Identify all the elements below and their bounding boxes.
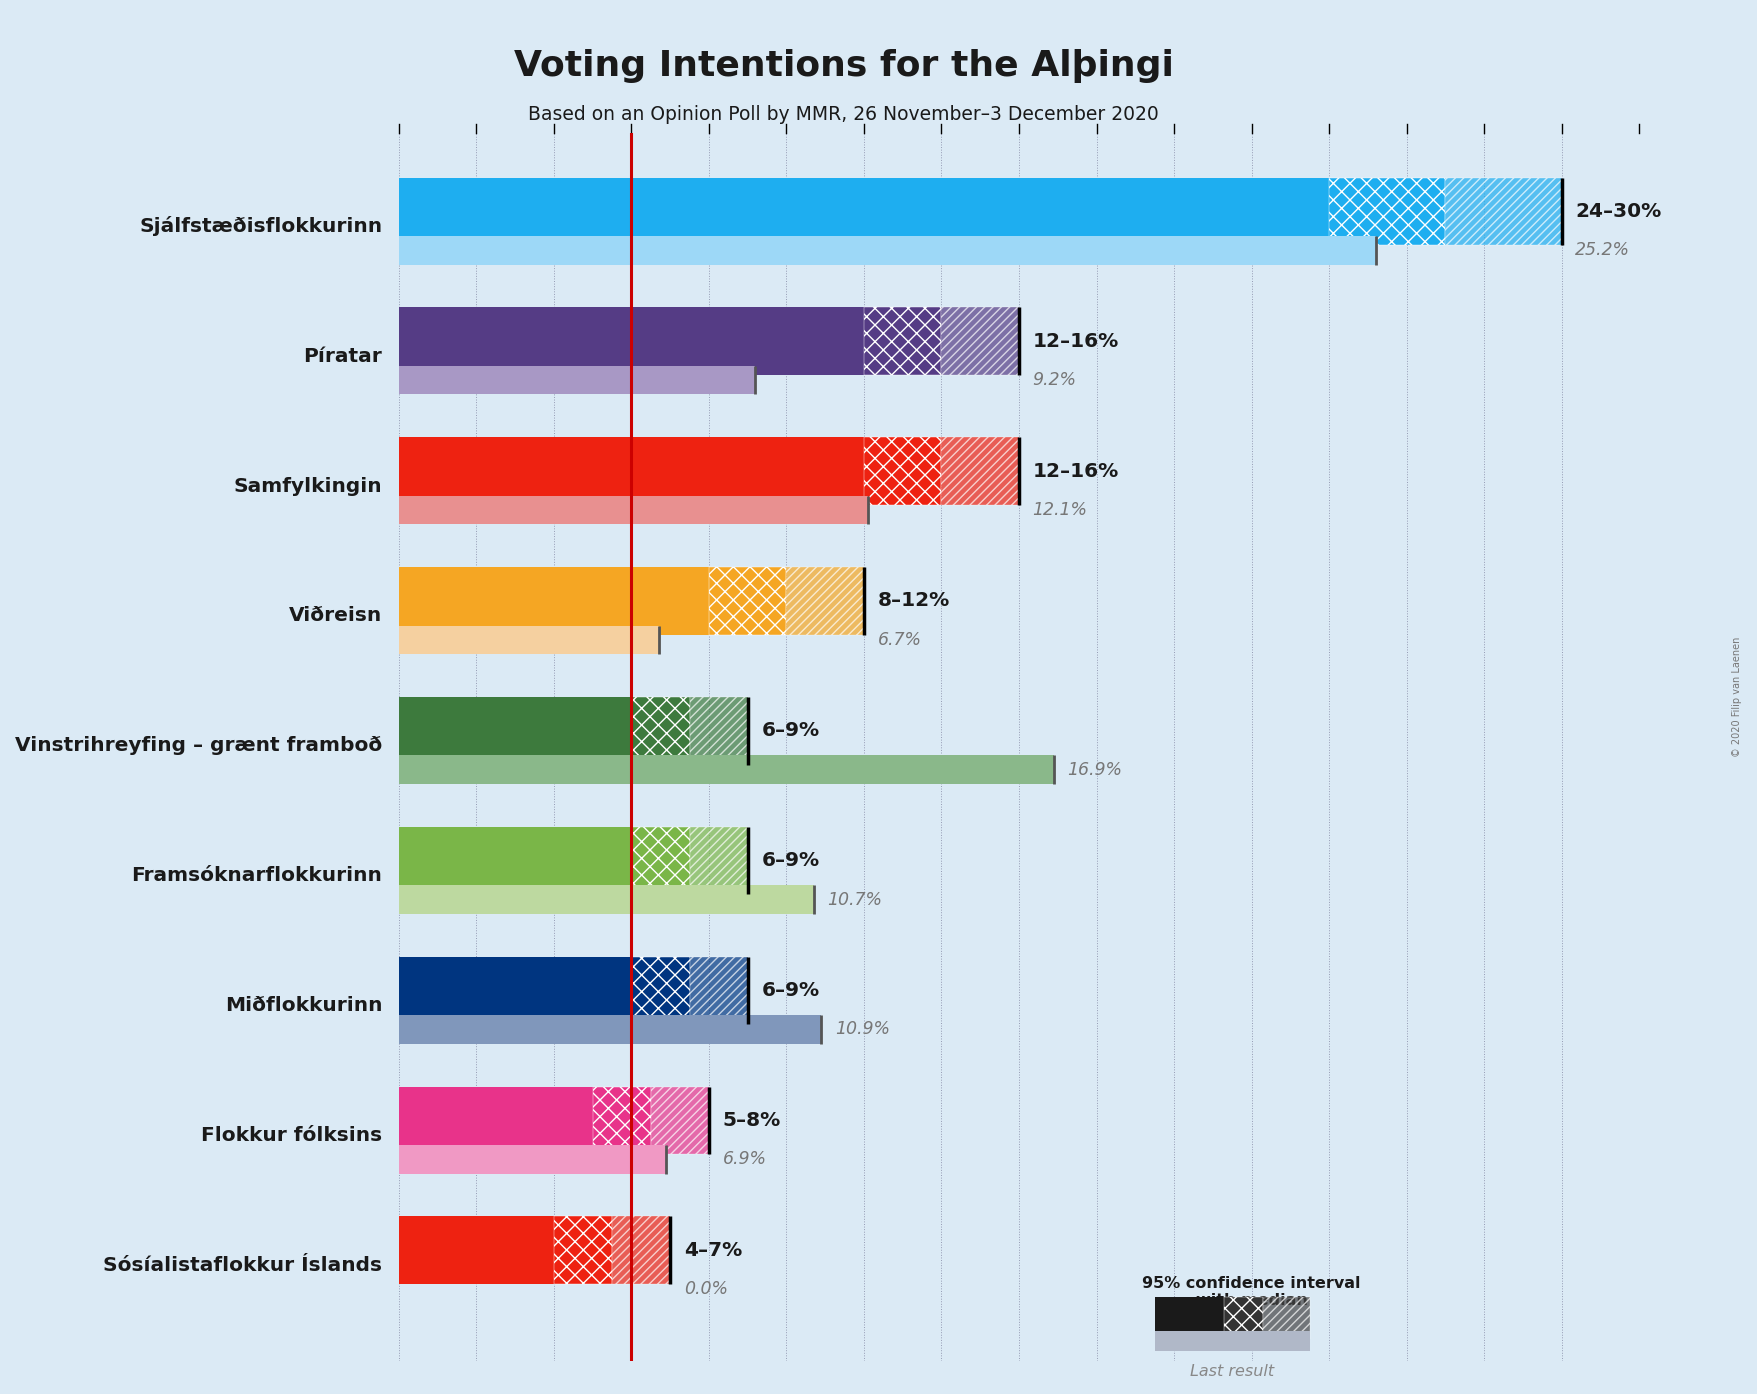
Bar: [592, 1086, 650, 1154]
Text: 8–12%: 8–12%: [877, 591, 949, 611]
Text: 6–9%: 6–9%: [761, 721, 819, 740]
Text: Based on an Opinion Poll by MMR, 26 November–3 December 2020: Based on an Opinion Poll by MMR, 26 Nove…: [529, 105, 1158, 124]
Text: 9.2%: 9.2%: [1031, 371, 1075, 389]
Bar: [399, 438, 863, 505]
Bar: [399, 626, 659, 654]
Text: 12.1%: 12.1%: [1031, 500, 1088, 519]
Text: 6.7%: 6.7%: [877, 631, 921, 650]
Bar: [689, 827, 747, 895]
Text: 5–8%: 5–8%: [722, 1111, 780, 1131]
Text: 12–16%: 12–16%: [1031, 332, 1117, 351]
Bar: [399, 756, 1052, 783]
Bar: [399, 1086, 592, 1154]
Text: 25.2%: 25.2%: [1574, 241, 1629, 259]
Text: © 2020 Filip van Laenen: © 2020 Filip van Laenen: [1731, 637, 1741, 757]
Text: 16.9%: 16.9%: [1066, 761, 1121, 779]
Bar: [399, 1015, 821, 1044]
Bar: [399, 177, 1328, 245]
Bar: [785, 567, 863, 634]
Bar: [689, 697, 747, 764]
Bar: [399, 496, 868, 524]
Bar: [942, 438, 1019, 505]
Text: 6–9%: 6–9%: [761, 981, 819, 999]
Bar: [399, 827, 631, 895]
Text: 10.7%: 10.7%: [828, 891, 882, 909]
Bar: [863, 438, 942, 505]
Bar: [399, 697, 631, 764]
Bar: [1328, 177, 1444, 245]
Text: 10.9%: 10.9%: [835, 1020, 889, 1039]
Text: 95% confidence interval
with median: 95% confidence interval with median: [1142, 1276, 1360, 1308]
Bar: [942, 308, 1019, 375]
Bar: [399, 1144, 666, 1174]
Bar: [399, 308, 863, 375]
Bar: [650, 1086, 708, 1154]
Text: Voting Intentions for the Alþingi: Voting Intentions for the Alþingi: [513, 49, 1174, 82]
Bar: [631, 827, 689, 895]
Bar: [399, 1217, 553, 1284]
Text: 24–30%: 24–30%: [1574, 202, 1660, 220]
Bar: [1444, 177, 1560, 245]
Bar: [399, 236, 1374, 265]
Text: 6.9%: 6.9%: [722, 1150, 766, 1168]
Bar: [399, 567, 708, 634]
Bar: [863, 308, 942, 375]
Text: 0.0%: 0.0%: [683, 1280, 727, 1298]
Bar: [399, 885, 813, 914]
Bar: [399, 367, 756, 395]
Bar: [553, 1217, 611, 1284]
Bar: [399, 956, 631, 1025]
Text: Last result: Last result: [1189, 1365, 1274, 1380]
Bar: [631, 956, 689, 1025]
Bar: [611, 1217, 669, 1284]
Bar: [708, 567, 785, 634]
Text: 12–16%: 12–16%: [1031, 461, 1117, 481]
Text: 4–7%: 4–7%: [683, 1241, 741, 1260]
Text: 6–9%: 6–9%: [761, 852, 819, 870]
Bar: [631, 697, 689, 764]
Bar: [689, 956, 747, 1025]
Bar: [1154, 1331, 1309, 1351]
Bar: [1154, 1296, 1223, 1338]
Bar: [1263, 1296, 1309, 1338]
Bar: [1223, 1296, 1263, 1338]
